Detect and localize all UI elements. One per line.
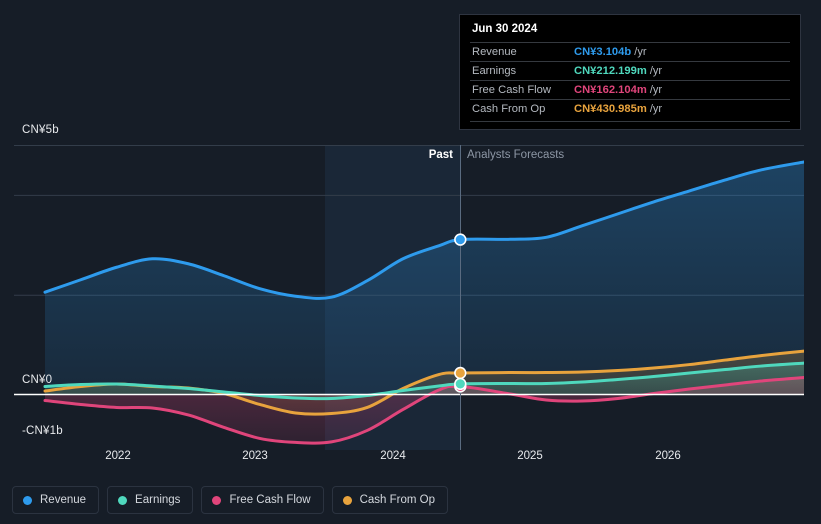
line-free-cash-flow[interactable] [43, 376, 804, 445]
tooltip-row-amount: CN¥3.104b [574, 46, 632, 58]
tooltip-row-unit: /yr [646, 65, 663, 77]
data-tooltip: Jun 30 2024 Revenue CN¥3.104b /yr Earnings… [459, 14, 801, 130]
tooltip-row-value: CN¥212.199m /yr [572, 62, 790, 81]
tooltip-table: Revenue CN¥3.104b /yr Earnings CN¥212.199m … [470, 42, 790, 118]
tooltip-row: Cash From Op CN¥430.985m /yr [470, 99, 790, 119]
tooltip-row-label: Earnings [472, 65, 517, 77]
line-earnings[interactable] [43, 361, 804, 401]
past-band-label: Past [428, 149, 453, 161]
area-free-cash-flow [45, 377, 804, 444]
tooltip-row-amount: CN¥430.985m [574, 103, 647, 115]
tooltip-row-amount: CN¥212.199m [574, 65, 647, 77]
line-revenue[interactable] [43, 160, 804, 300]
legend-color-dot-icon [23, 495, 32, 505]
area-revenue [45, 161, 804, 395]
tooltip-footer-rule [470, 121, 790, 123]
tooltip-row-value: CN¥162.104m /yr [572, 81, 790, 100]
x-axis-ticks [118, 450, 669, 456]
series-lines [43, 160, 804, 445]
marker-cash-from-op[interactable] [454, 366, 467, 380]
legend-item-label: Free Cash Flow [229, 494, 311, 506]
x-axis-label-2025: 2025 [517, 450, 543, 462]
x-axis-label-2022: 2022 [105, 450, 131, 462]
x-axis-label-2026: 2026 [655, 450, 681, 462]
tooltip-row-label: Revenue [472, 46, 517, 58]
legend-color-dot-icon [118, 495, 128, 505]
data-point-markers[interactable] [454, 233, 467, 393]
x-axis-label-2023: 2023 [242, 450, 268, 462]
legend-item-label: Earnings [135, 494, 181, 506]
tooltip-date: Jun 30 2024 [472, 23, 538, 35]
legend-item-label: Revenue [40, 494, 87, 506]
legend-item-revenue[interactable]: Revenue [12, 486, 100, 514]
legend-item-cash-from-op[interactable]: Cash From Op [331, 486, 449, 514]
tooltip-row-unit: /yr [646, 84, 663, 96]
area-cash-from-op [45, 351, 804, 415]
tooltip-row-amount: CN¥162.104m [574, 84, 647, 96]
tooltip-row: Revenue CN¥3.104b /yr [470, 42, 790, 62]
y-axis-label-bottom: -CN¥1b [22, 425, 63, 437]
x-axis-label-2024: 2024 [380, 450, 406, 462]
legend-item-label: Cash From Op [359, 494, 436, 506]
y-axis-label-top: CN¥5b [22, 124, 59, 136]
chart-legend: Revenue Earnings Free Cash Flow Cash From O… [12, 486, 449, 514]
tooltip-row-unit: /yr [631, 46, 647, 58]
series-areas [45, 161, 804, 444]
forecast-band-label: Analysts Forecasts [467, 149, 565, 161]
marker-revenue[interactable] [454, 233, 467, 246]
tooltip-row-value: CN¥430.985m /yr [572, 100, 790, 119]
legend-item-earnings[interactable]: Earnings [107, 486, 194, 514]
tooltip-row: Earnings CN¥212.199m /yr [470, 61, 790, 81]
marker-earnings[interactable] [454, 377, 467, 391]
tooltip-row-value: CN¥3.104b /yr [572, 43, 790, 62]
tooltip-row-label: Free Cash Flow [472, 84, 551, 96]
legend-item-free-cash-flow[interactable]: Free Cash Flow [201, 486, 324, 514]
tooltip-row-unit: /yr [646, 103, 663, 115]
legend-color-dot-icon [212, 495, 222, 505]
y-axis-label-zero: CN¥0 [22, 374, 53, 386]
tooltip-row: Free Cash Flow CN¥162.104m /yr [470, 80, 790, 100]
area-earnings [45, 363, 804, 399]
tooltip-row-label: Cash From Op [472, 103, 546, 115]
legend-color-dot-icon [342, 495, 352, 505]
